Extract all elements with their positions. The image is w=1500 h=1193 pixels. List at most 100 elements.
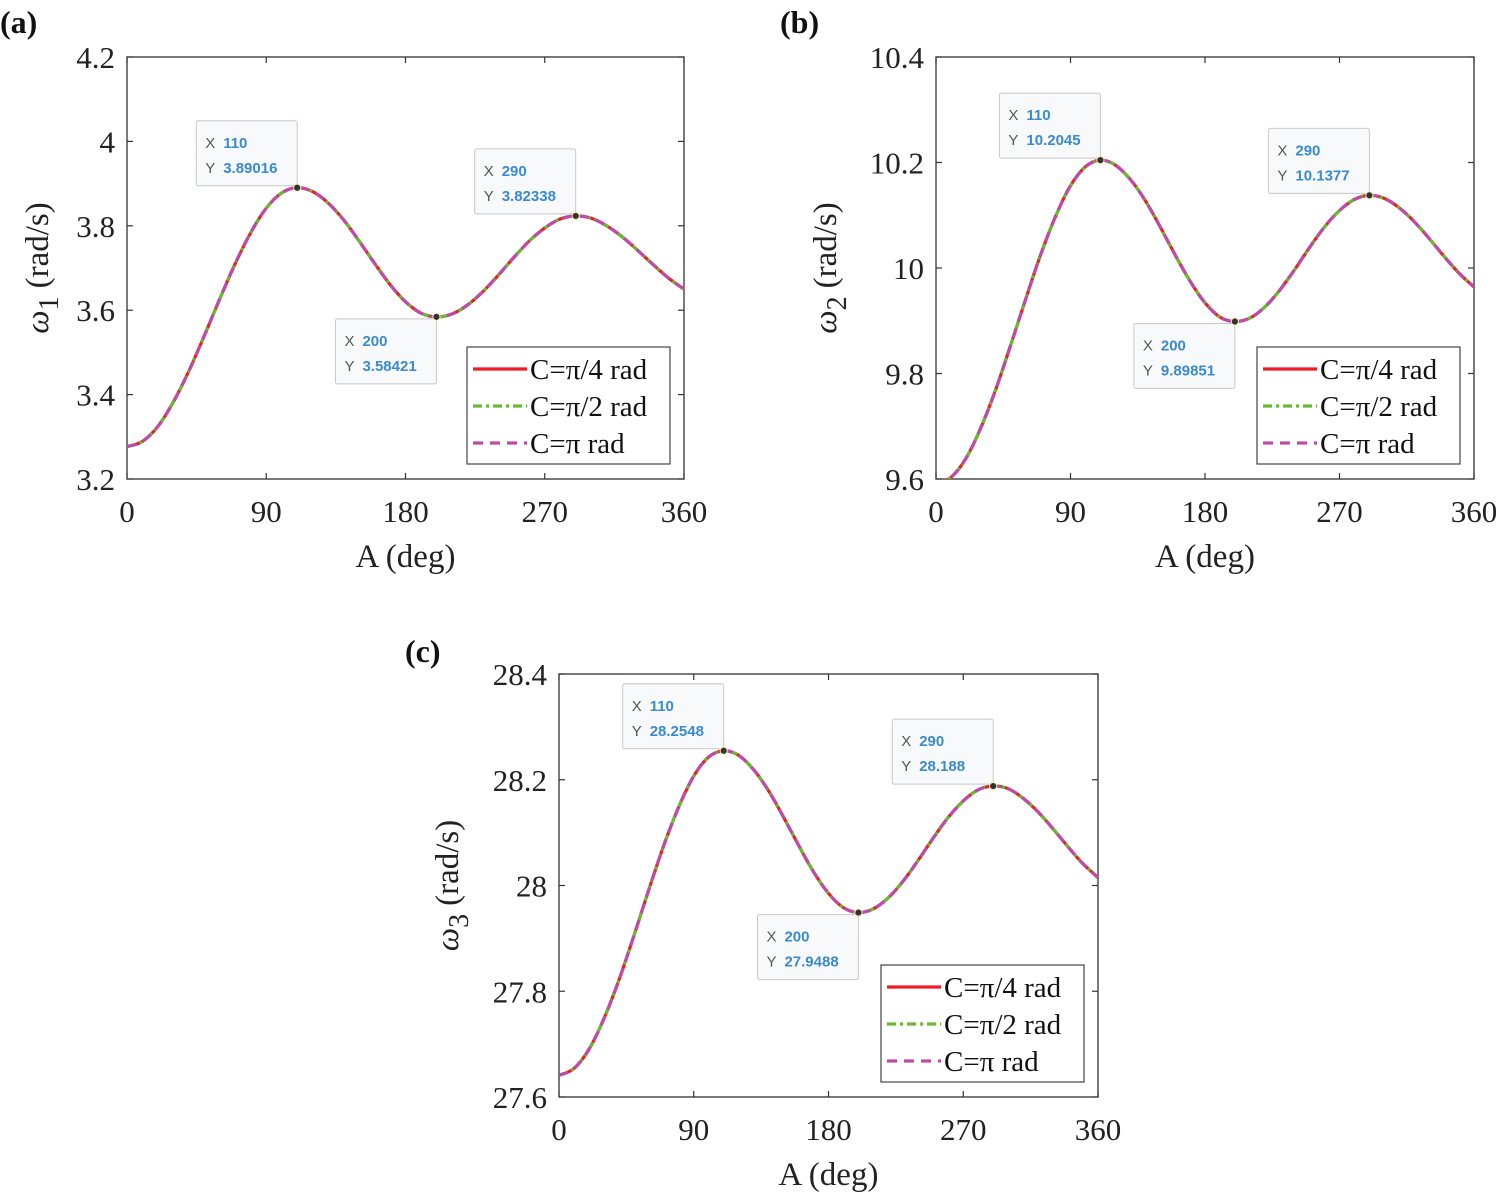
datatip-marker [989,781,998,791]
datatip-box [998,92,1101,159]
y-tick-label: 28.4 [493,657,548,692]
x-tick-label: 180 [382,494,429,529]
datatip-x-key: X [766,929,776,946]
x-tick-label: 90 [251,494,282,529]
datatip-x-value: 290 [502,163,527,180]
y-axis-subscript: 3 [444,914,475,928]
datatip-y-value: 9.89851 [1161,363,1215,380]
x-tick-label: 90 [678,1112,709,1147]
datatip-y-key: Y [484,188,494,205]
datatip-box [195,120,298,187]
datatip-x-value: 290 [919,733,944,750]
chart-c: (c) 0 90 180 270 360 27.6 27.8 28 28.2 28.4 A (deg)… [405,633,1121,1193]
legend-label-0: C=π/4 rad [944,972,1062,1004]
datatip: X 110 Y 3.89016 [195,120,302,192]
legend-label-0: C=π/4 rad [1320,354,1438,386]
datatip-marker [1096,156,1105,165]
datatip-x-key: X [901,733,911,750]
x-tick-label: 360 [661,494,708,529]
series-line-2 [559,749,1098,1077]
datatip-y-key: Y [766,954,776,971]
datatip-marker [1365,191,1374,200]
y-tick-label: 27.6 [493,1080,547,1115]
y-tick-label: 3.4 [76,378,115,413]
y-tick-label: 28.2 [493,763,547,798]
datatip: X 290 Y 10.1377 [1267,127,1374,200]
y-axis-subscript: 1 [34,296,65,310]
datatip-y-value: 3.58421 [362,358,416,375]
datatip: X 290 Y 3.82338 [474,148,580,221]
legend-label-2: C=π rad [1320,428,1415,460]
y-axis-unit: (rad/s) [20,202,56,288]
datatip-x-value: 110 [650,698,674,715]
legend-label-2: C=π rad [944,1046,1039,1078]
datatip-y-key: Y [632,723,642,740]
datatip-x-key: X [344,333,354,350]
datatip-x-key: X [484,163,494,180]
x-tick-label: 360 [1075,1112,1122,1147]
legend-label-0: C=π/4 rad [530,354,648,386]
datatip-box [622,683,725,750]
y-axis-symbol: ω [808,310,844,333]
datatip-x-value: 200 [362,333,387,350]
datatip-x-value: 110 [1026,107,1050,124]
y-axis-subscript: 2 [822,296,853,310]
datatip-y-value: 10.2045 [1026,132,1080,149]
x-tick-label: 90 [1055,494,1086,529]
datatip-box [1267,127,1370,194]
y-axis-label: ω3 (rad/s) [430,820,475,951]
datatip-x-value: 200 [784,929,809,946]
datatip-x-key: X [205,135,215,152]
y-axis-symbol: ω [430,928,466,951]
datatip: X 110 Y 28.2548 [622,683,728,755]
series-line-2 [127,186,684,449]
y-tick-label: 3.8 [76,209,115,244]
datatip-y-value: 27.9488 [784,954,838,971]
series-line-2 [945,158,1474,479]
x-tick-label: 270 [522,494,569,529]
y-tick-label: 10.4 [870,40,925,75]
panel-label: (c) [405,633,441,669]
datatip-y-value: 28.2548 [650,723,704,740]
datatip-y-value: 3.89016 [223,160,277,177]
datatip: X 200 Y 3.58421 [334,312,441,385]
y-axis-symbol: ω [20,310,56,333]
legend: C=π/4 rad C=π/2 rad C=π rad [1256,346,1461,465]
datatip-x-key: X [1008,107,1018,124]
y-tick-label: 3.2 [76,462,115,497]
datatip-box [891,718,994,785]
datatip: X 290 Y 28.188 [891,718,998,791]
x-axis-label: A (deg) [1155,539,1255,575]
datatip-marker [571,211,580,221]
datatip-y-key: Y [1277,167,1287,184]
datatip-y-value: 3.82338 [502,188,556,205]
x-tick-label: 180 [805,1112,852,1147]
datatip-x-key: X [1143,338,1153,355]
y-tick-label: 10 [893,251,924,286]
x-tick-label: 270 [1316,494,1363,529]
y-tick-label: 4 [100,124,116,159]
y-tick-label: 10.2 [870,146,924,181]
y-tick-label: 3.6 [76,293,115,328]
y-axis-unit: (rad/s) [808,202,844,288]
datatip-marker [1230,317,1239,326]
datatip-x-key: X [1277,142,1287,159]
panel-label: (a) [0,4,37,40]
x-tick-label: 0 [551,1112,567,1147]
legend: C=π/4 rad C=π/2 rad C=π rad [466,346,671,465]
x-axis-label: A (deg) [356,539,456,575]
datatip-x-value: 200 [1161,338,1186,355]
x-tick-label: 0 [928,494,944,529]
x-tick-label: 180 [1182,494,1229,529]
legend-label-1: C=π/2 rad [1320,391,1438,423]
datatip-y-key: Y [344,358,354,375]
datatip-box [756,914,859,981]
y-tick-label: 27.8 [493,974,547,1009]
legend-label-2: C=π rad [530,428,625,460]
y-tick-label: 4.2 [76,40,115,75]
datatip-x-value: 290 [1295,142,1320,159]
datatip-y-value: 10.1377 [1295,167,1349,184]
legend-label-1: C=π/2 rad [944,1009,1062,1041]
